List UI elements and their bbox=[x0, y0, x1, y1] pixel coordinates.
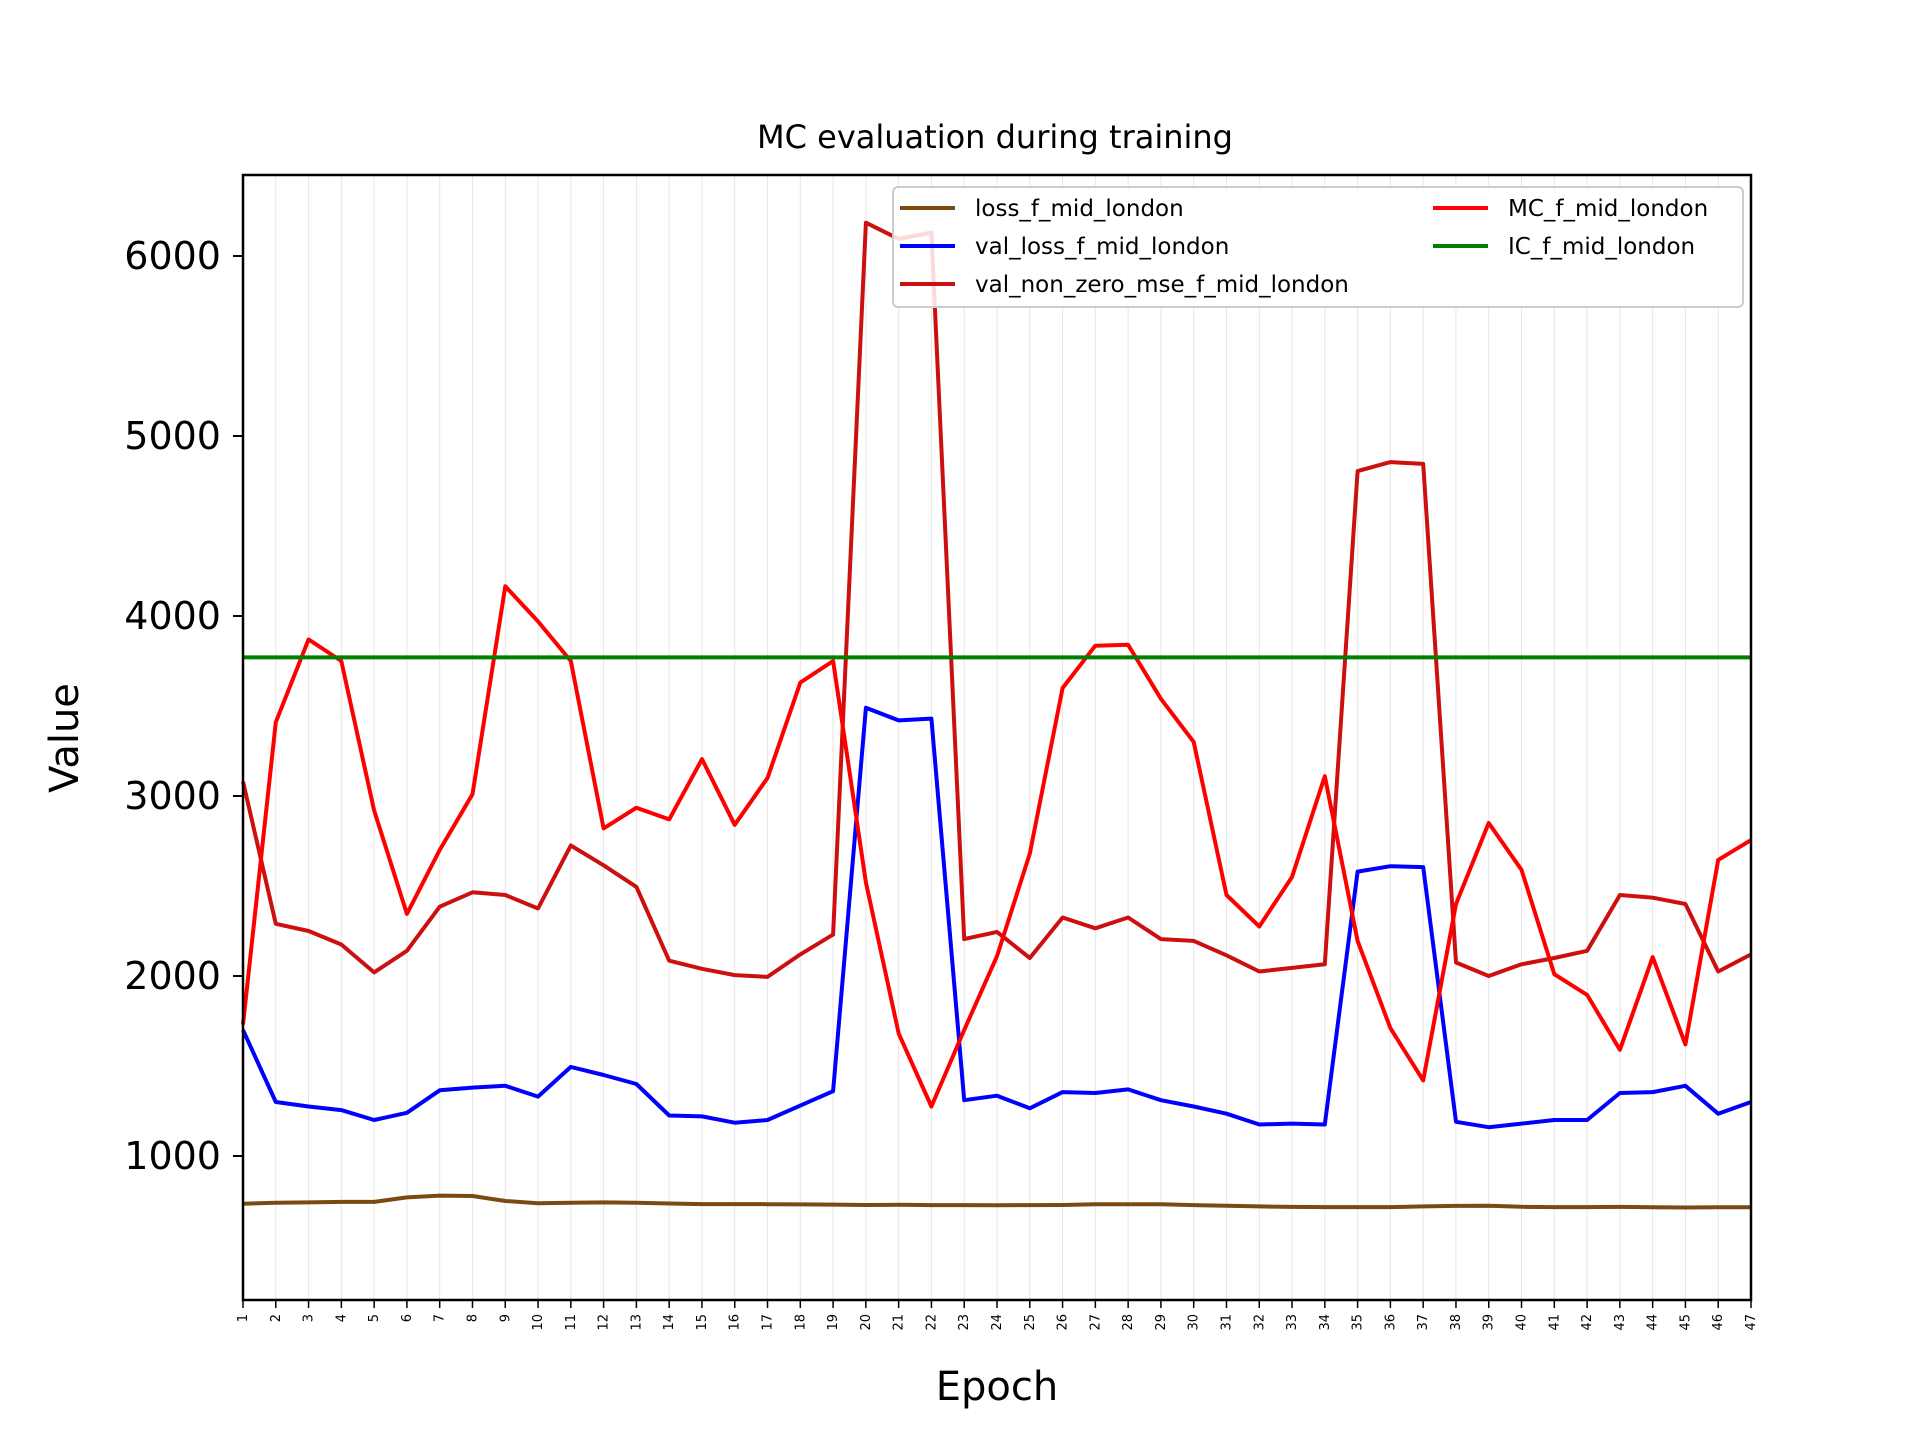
x-tick-label: 22 bbox=[924, 1314, 939, 1331]
x-tick-label: 10 bbox=[531, 1314, 546, 1331]
legend-label: MC_f_mid_london bbox=[1508, 196, 1708, 222]
legend-label: IC_f_mid_london bbox=[1508, 234, 1695, 260]
x-tick-label: 34 bbox=[1318, 1314, 1333, 1331]
y-tick-label: 2000 bbox=[124, 954, 221, 998]
x-tick-label: 24 bbox=[990, 1314, 1005, 1331]
x-tick-label: 39 bbox=[1482, 1314, 1497, 1331]
x-tick-label: 13 bbox=[629, 1314, 644, 1331]
x-tick-label: 40 bbox=[1515, 1314, 1530, 1331]
series-lines bbox=[241, 220, 1753, 1210]
x-tick-label: 5 bbox=[367, 1314, 382, 1322]
x-tick-label: 12 bbox=[597, 1314, 612, 1331]
x-tick-label: 37 bbox=[1416, 1314, 1431, 1331]
x-tick-label: 6 bbox=[400, 1314, 415, 1322]
y-axis: 1000 2000 3000 4000 5000 6000 bbox=[124, 234, 243, 1178]
x-tick-label: 25 bbox=[1023, 1314, 1038, 1331]
x-tick-label: 8 bbox=[465, 1314, 480, 1322]
x-axis-label: Epoch bbox=[936, 1364, 1058, 1410]
legend-box bbox=[892, 186, 1744, 308]
y-tick-label: 4000 bbox=[124, 594, 221, 638]
series-line-val_loss_f_mid_london bbox=[241, 705, 1752, 1130]
x-tick-label: 18 bbox=[793, 1314, 808, 1331]
x-tick-label: 36 bbox=[1383, 1314, 1398, 1331]
chart-title: MC evaluation during training bbox=[757, 118, 1233, 156]
x-tick-label: 42 bbox=[1580, 1314, 1595, 1331]
x-tick-label: 32 bbox=[1252, 1314, 1267, 1331]
x-tick-label: 14 bbox=[662, 1314, 677, 1331]
x-tick-label: 41 bbox=[1547, 1314, 1562, 1331]
x-tick-label: 45 bbox=[1678, 1314, 1693, 1331]
x-tick-label: 29 bbox=[1154, 1314, 1169, 1331]
x-tick-label: 38 bbox=[1449, 1314, 1464, 1331]
x-tick-label: 15 bbox=[695, 1314, 710, 1331]
x-tick-label: 43 bbox=[1613, 1314, 1628, 1331]
x-tick-label: 44 bbox=[1646, 1314, 1661, 1331]
x-tick-label: 20 bbox=[859, 1314, 874, 1331]
x-tick-label: 11 bbox=[564, 1314, 579, 1331]
x-tick-label: 21 bbox=[892, 1314, 907, 1331]
x-tick-label: 33 bbox=[1285, 1314, 1300, 1331]
y-tick-label: 1000 bbox=[124, 1134, 221, 1178]
x-tick-label: 35 bbox=[1351, 1314, 1366, 1331]
x-tick-label: 26 bbox=[1056, 1314, 1071, 1331]
y-tick-label: 5000 bbox=[124, 414, 221, 458]
x-tick-label: 17 bbox=[761, 1314, 776, 1331]
x-tick-label: 28 bbox=[1121, 1314, 1136, 1331]
legend-label: val_loss_f_mid_london bbox=[975, 234, 1229, 260]
series-line-val_non_zero_mse_f_mid_london bbox=[241, 220, 1752, 979]
series-line-loss_f_mid_london bbox=[242, 1193, 1751, 1210]
x-tick-label: 47 bbox=[1744, 1314, 1759, 1331]
legend: loss_f_mid_london val_loss_f_mid_londonva… bbox=[892, 186, 1744, 308]
x-tick-label: 19 bbox=[826, 1314, 841, 1331]
legend-label: val_non_zero_mse_f_mid_london bbox=[975, 272, 1349, 298]
y-tick-label: 3000 bbox=[124, 774, 221, 818]
x-tick-label: 30 bbox=[1187, 1314, 1202, 1331]
x-tick-label: 16 bbox=[728, 1314, 743, 1331]
legend-label: loss_f_mid_london bbox=[975, 196, 1184, 222]
x-tick-label: 4 bbox=[334, 1314, 349, 1322]
x-tick-label: 27 bbox=[1088, 1314, 1103, 1331]
x-tick-label: 46 bbox=[1711, 1314, 1726, 1331]
x-tick-label: 31 bbox=[1219, 1314, 1234, 1331]
x-axis: 1 2 3 4 5 6 7 8 9 10 11 12 13 14 15 16 17 18 19 20 21 22 23 24 2… bbox=[236, 1300, 1759, 1331]
y-tick-label: 6000 bbox=[124, 234, 221, 278]
x-tick-label: 7 bbox=[433, 1314, 448, 1322]
x-tick-label: 9 bbox=[498, 1314, 513, 1322]
x-tick-label: 3 bbox=[302, 1314, 317, 1322]
x-tick-label: 23 bbox=[957, 1314, 972, 1331]
x-tick-label: 2 bbox=[269, 1314, 284, 1322]
y-axis-label: Value bbox=[42, 683, 88, 793]
x-tick-label: 1 bbox=[236, 1314, 251, 1322]
